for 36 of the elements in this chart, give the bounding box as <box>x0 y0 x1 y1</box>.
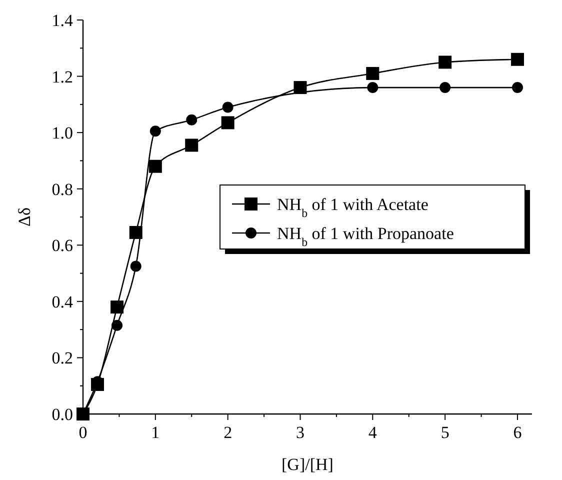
x-tick-label: 0 <box>78 423 88 442</box>
y-tick-label: 1.4 <box>52 11 74 30</box>
point <box>130 260 142 272</box>
y-tick-label: 0.8 <box>52 180 73 199</box>
x-tick-label: 6 <box>513 423 522 442</box>
x-tick-label: 4 <box>368 423 378 442</box>
legend-label: NH$_{b}$ of 1 with Acetate <box>277 195 428 220</box>
point <box>129 226 142 239</box>
point <box>150 126 161 137</box>
y-tick-label: 0.0 <box>52 405 73 424</box>
point <box>510 52 524 66</box>
point <box>222 102 234 113</box>
point <box>110 300 124 314</box>
point <box>221 116 234 130</box>
x-tick-label: 1 <box>151 423 160 442</box>
x-tick-label: 3 <box>296 423 304 442</box>
y-tick-label: 0.4 <box>52 292 74 312</box>
x-tick-label: 2 <box>224 423 232 442</box>
point <box>112 320 123 331</box>
point <box>512 82 523 94</box>
point <box>294 81 307 94</box>
y-tick-label: 0.2 <box>52 348 73 368</box>
point <box>185 138 198 152</box>
y-axis-title: Δδ <box>15 208 34 226</box>
x-axis-title: [G]/[H] <box>282 455 334 474</box>
point <box>367 82 378 94</box>
point <box>438 56 452 69</box>
legend-label: NH$_{b}$ of 1 with Propanoate <box>277 224 454 249</box>
y-tick-label: 0.6 <box>52 236 73 256</box>
point <box>366 66 380 80</box>
y-tick-label: 1.0 <box>52 124 73 143</box>
point <box>186 114 198 126</box>
x-tick-label: 5 <box>440 423 450 442</box>
point <box>440 82 451 94</box>
point <box>148 160 162 173</box>
y-tick-label: 1.2 <box>52 67 73 86</box>
